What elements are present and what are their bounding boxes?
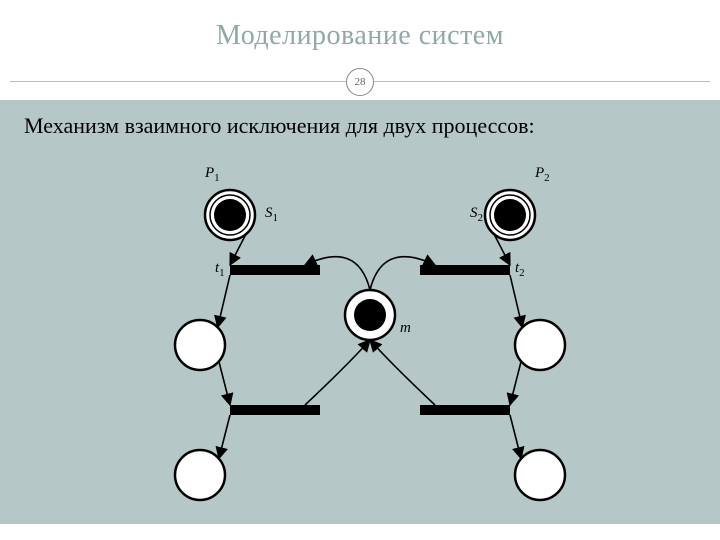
arc-pL2-tL2 <box>219 361 230 405</box>
place-pL3 <box>175 450 225 500</box>
page-badge-wrap: 28 <box>346 68 374 96</box>
place-pR3 <box>515 450 565 500</box>
arc-tR2-m <box>370 340 435 405</box>
label-S2: S2 <box>470 205 483 224</box>
label-S1: S1 <box>265 205 278 224</box>
transition-t2 <box>420 265 510 275</box>
label-t1: t1 <box>215 260 225 279</box>
transition-tR2 <box>420 405 510 415</box>
label-t2: t2 <box>515 260 525 279</box>
divider-left <box>10 81 350 82</box>
arc-tL2-m <box>305 340 370 405</box>
arc-t1-pL2 <box>218 275 230 327</box>
subtitle-text: Механизм взаимного исключения для двух п… <box>24 112 696 140</box>
page-number-badge: 28 <box>346 68 374 96</box>
token-S1 <box>214 199 246 231</box>
transition-t1 <box>230 265 320 275</box>
petri-net-svg <box>100 175 620 525</box>
token-S2 <box>494 199 526 231</box>
slide-title: Моделирование систем <box>0 0 720 52</box>
slide: Моделирование систем 28 Механизм взаимно… <box>0 0 720 540</box>
arc-pR2-tR2 <box>510 361 521 405</box>
arc-t2-pR2 <box>510 275 522 327</box>
place-pL2 <box>175 320 225 370</box>
label-P2: P2 <box>535 165 550 184</box>
label-m: m <box>400 320 411 337</box>
divider-right <box>370 81 710 82</box>
petri-net-diagram: P1P2S1S2t1t2m <box>100 175 620 525</box>
transition-tL2 <box>230 405 320 415</box>
label-P1: P1 <box>205 165 220 184</box>
place-pR2 <box>515 320 565 370</box>
token-m <box>354 299 386 331</box>
arc-tL2-pL3 <box>219 415 230 459</box>
arc-tR2-pR3 <box>510 415 521 459</box>
